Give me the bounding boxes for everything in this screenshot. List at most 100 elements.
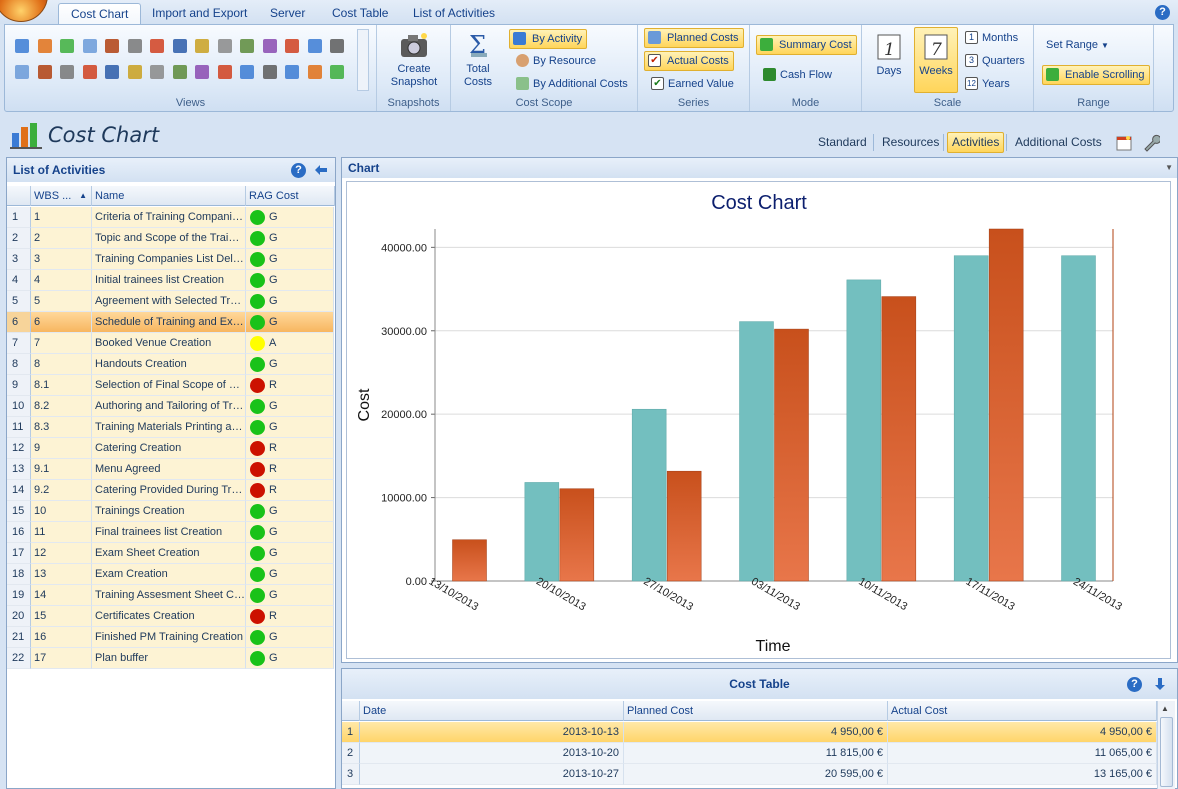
weeks-button[interactable]: 7 Weeks xyxy=(914,27,958,93)
calendar-settings-icon[interactable] xyxy=(1116,135,1132,151)
view-icon[interactable] xyxy=(330,39,344,53)
view-icon[interactable] xyxy=(172,39,187,53)
table-row[interactable]: 7 7 Booked Venue Creation A xyxy=(7,333,335,354)
tab-server[interactable]: Server xyxy=(270,6,306,20)
view-icon[interactable] xyxy=(240,65,254,79)
gallery-scroll[interactable] xyxy=(357,29,369,91)
name-column-header[interactable]: Name xyxy=(92,186,246,206)
help-icon[interactable]: ? xyxy=(291,163,306,178)
view-tab-standard[interactable]: Standard xyxy=(818,135,867,149)
summary-cost-button[interactable]: Summary Cost xyxy=(756,35,857,55)
quarters-button[interactable]: 3 Quarters xyxy=(962,51,1025,71)
view-icon[interactable] xyxy=(15,65,29,79)
view-tab-activities[interactable]: Activities xyxy=(947,132,1005,153)
table-row[interactable]: 4 4 Initial trainees list Creation G xyxy=(7,270,335,291)
table-row[interactable]: 14 9.2 Catering Provided During Training R xyxy=(7,480,335,501)
view-icon[interactable] xyxy=(195,39,209,53)
view-icon[interactable] xyxy=(127,65,142,79)
view-icon[interactable] xyxy=(15,39,29,53)
view-icon[interactable] xyxy=(307,39,322,53)
planned-cost-column-header[interactable]: Planned Cost xyxy=(624,701,888,721)
table-row[interactable]: 21 16 Finished PM Training Creation G xyxy=(7,627,335,648)
by-additional-costs-button[interactable]: By Additional Costs xyxy=(513,74,628,94)
view-icon[interactable] xyxy=(262,39,277,53)
table-row[interactable]: 2 2013-10-20 11 815,00 €11 065,00 € xyxy=(342,743,1157,764)
view-icon[interactable] xyxy=(60,65,74,79)
tab-import-export[interactable]: Import and Export xyxy=(152,6,248,20)
arrow-left-icon[interactable] xyxy=(314,164,328,176)
view-tab-resources[interactable]: Resources xyxy=(882,135,940,149)
by-resource-button[interactable]: By Resource xyxy=(513,51,596,71)
table-row[interactable]: 6 6 Schedule of Training and Exams G xyxy=(7,312,335,333)
table-row[interactable]: 13 9.1 Menu Agreed R xyxy=(7,459,335,480)
table-row[interactable]: 17 12 Exam Sheet Creation G xyxy=(7,543,335,564)
table-row[interactable]: 1 2013-10-13 4 950,00 €4 950,00 € xyxy=(342,722,1157,743)
dropdown-arrow-icon[interactable]: ▼ xyxy=(1165,163,1173,172)
help-icon[interactable]: ? xyxy=(1155,5,1170,20)
scrollbar-thumb[interactable] xyxy=(1160,717,1173,787)
actual-cost-column-header[interactable]: Actual Cost xyxy=(888,701,1157,721)
set-range-dropdown[interactable]: Set Range ▼ xyxy=(1046,35,1109,55)
table-row[interactable]: 20 15 Certificates Creation R xyxy=(7,606,335,627)
view-icon[interactable] xyxy=(330,65,344,79)
view-icon[interactable] xyxy=(307,65,322,79)
create-snapshot-button[interactable]: Create Snapshot xyxy=(385,29,443,93)
view-icon[interactable] xyxy=(217,39,232,53)
wbs-column-header[interactable]: WBS ... ▲ xyxy=(31,186,92,206)
view-icon[interactable] xyxy=(262,65,277,79)
view-icon[interactable] xyxy=(172,65,187,79)
view-tab-additional-costs[interactable]: Additional Costs xyxy=(1015,135,1102,149)
table-row[interactable]: 16 11 Final trainees list Creation G xyxy=(7,522,335,543)
table-row[interactable]: 12 9 Catering Creation R xyxy=(7,438,335,459)
view-icon[interactable] xyxy=(195,65,209,79)
view-icon[interactable] xyxy=(105,39,119,53)
months-button[interactable]: 1 Months xyxy=(962,28,1018,48)
view-icon[interactable] xyxy=(37,39,52,53)
years-button[interactable]: 12 Years xyxy=(962,74,1010,94)
date-column-header[interactable]: Date xyxy=(360,701,624,721)
wrench-icon[interactable] xyxy=(1142,134,1160,152)
view-icon[interactable] xyxy=(37,65,52,79)
view-icon[interactable] xyxy=(150,39,164,53)
view-icon[interactable] xyxy=(285,39,299,53)
view-icon[interactable] xyxy=(82,39,97,53)
table-row[interactable]: 8 8 Handouts Creation G xyxy=(7,354,335,375)
table-row[interactable]: 3 3 Training Companies List Delivered G xyxy=(7,249,335,270)
total-costs-button[interactable]: Σ Total Costs xyxy=(457,29,499,93)
view-icon[interactable] xyxy=(105,65,119,79)
table-row[interactable]: 3 2013-10-27 20 595,00 €13 165,00 € xyxy=(342,764,1157,785)
planned-costs-toggle[interactable]: Planned Costs xyxy=(644,28,744,48)
tab-cost-table[interactable]: Cost Table xyxy=(332,6,389,20)
view-icon[interactable] xyxy=(285,65,299,79)
arrow-down-icon[interactable] xyxy=(1154,677,1166,691)
view-icon[interactable] xyxy=(240,39,254,53)
vertical-scrollbar[interactable]: ▲ xyxy=(1157,701,1175,789)
help-icon[interactable]: ? xyxy=(1127,677,1142,692)
actual-costs-toggle[interactable]: ✔ Actual Costs xyxy=(644,51,734,71)
tab-cost-chart[interactable]: Cost Chart xyxy=(58,3,142,24)
scroll-up-icon[interactable]: ▲ xyxy=(1161,704,1169,713)
table-row[interactable]: 18 13 Exam Creation G xyxy=(7,564,335,585)
view-icon[interactable] xyxy=(217,65,232,79)
tab-list-of-activities[interactable]: List of Activities xyxy=(413,6,496,20)
view-icon[interactable] xyxy=(82,65,97,79)
app-menu-orb-icon[interactable] xyxy=(0,0,48,22)
earned-value-toggle[interactable]: ✔ Earned Value xyxy=(648,74,734,94)
days-button[interactable]: 1 Days xyxy=(870,29,908,93)
view-icon[interactable] xyxy=(60,39,74,53)
rag-cost-column-header[interactable]: RAG Cost xyxy=(246,186,335,206)
enable-scrolling-toggle[interactable]: Enable Scrolling xyxy=(1042,65,1150,85)
table-row[interactable]: 15 10 Trainings Creation G xyxy=(7,501,335,522)
view-icon[interactable] xyxy=(150,65,164,79)
view-icon[interactable] xyxy=(127,39,142,53)
cash-flow-button[interactable]: Cash Flow xyxy=(760,65,832,85)
table-row[interactable]: 22 17 Plan buffer G xyxy=(7,648,335,669)
by-activity-button[interactable]: By Activity xyxy=(509,29,588,49)
